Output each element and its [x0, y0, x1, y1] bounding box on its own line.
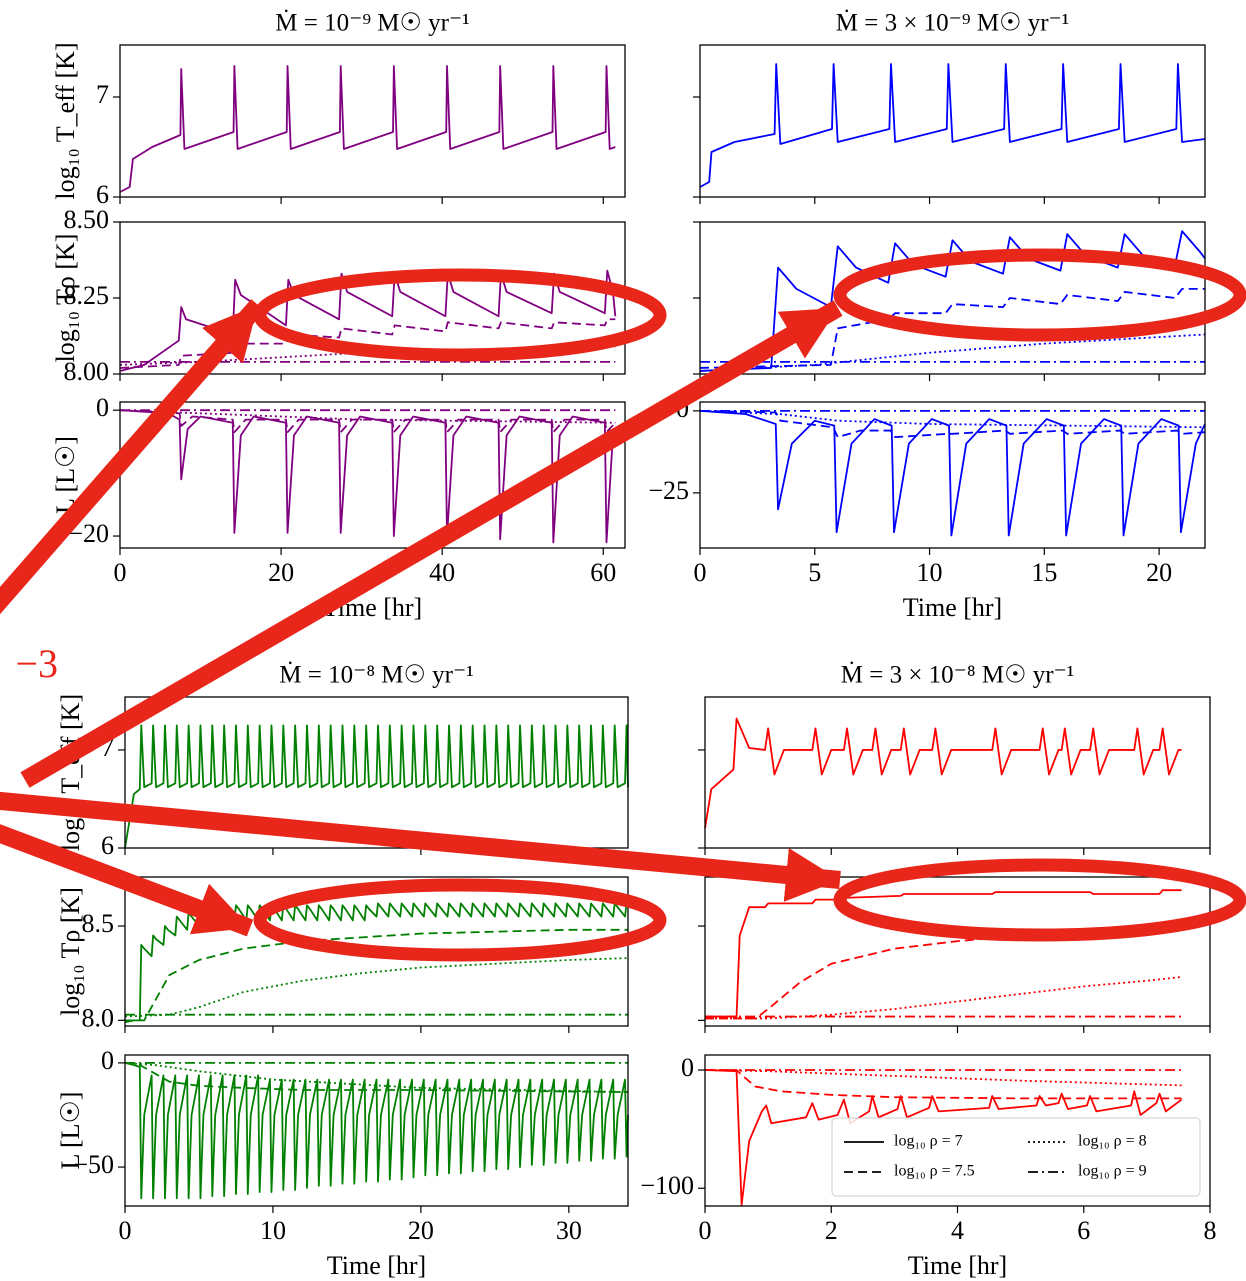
x-axis-label: Time [hr]	[327, 1251, 426, 1280]
annotation-text: −3	[15, 641, 58, 686]
y-tick-label: 8.50	[64, 205, 110, 234]
data-line	[119, 409, 616, 434]
y-axis-label: log₁₀ T_eff [K]	[51, 42, 80, 199]
data-line	[119, 345, 616, 366]
y-tick-label: 8.0	[82, 1003, 115, 1032]
chart-title: Ṁ = 3 × 10⁻⁹ M☉ yr⁻¹	[836, 10, 1070, 37]
x-tick-label: 20	[1146, 558, 1172, 587]
x-tick-label: 40	[429, 558, 455, 587]
arrow	[0, 824, 254, 937]
y-axis-label: L [L☉]	[56, 1092, 85, 1170]
data-line	[704, 1069, 1182, 1087]
data-line	[699, 333, 1206, 372]
x-tick-label: 30	[556, 1216, 582, 1245]
x-tick-label: 0	[699, 1216, 712, 1245]
legend-box	[831, 1117, 1201, 1197]
x-tick-label: 60	[590, 558, 616, 587]
x-tick-label: 0	[114, 558, 127, 587]
x-axis-label: Time [hr]	[903, 593, 1002, 622]
axes-frame	[124, 876, 629, 1027]
legend-label: log₁₀ ρ = 9	[1078, 1163, 1147, 1180]
axes-frame	[699, 44, 1206, 198]
x-tick-label: 10	[917, 558, 943, 587]
x-tick-label: 2	[825, 1216, 838, 1245]
x-tick-label: 8	[1204, 1216, 1217, 1245]
data-line	[699, 409, 1206, 439]
chart-title: Ṁ = 10⁻⁹ M☉ yr⁻¹	[275, 10, 469, 37]
data-line	[705, 889, 1182, 1018]
axes-frame	[124, 696, 629, 849]
arrow	[0, 299, 265, 615]
highlight-ellipse	[253, 878, 667, 962]
highlight-ellipse	[833, 248, 1246, 342]
data-line	[119, 409, 617, 544]
y-tick-label: 7	[96, 80, 109, 109]
y-tick-label: 6	[96, 180, 109, 209]
chart-title: Ṁ = 3 × 10⁻⁸ M☉ yr⁻¹	[841, 662, 1075, 689]
axes-frame	[704, 696, 1211, 849]
y-tick-label: 0	[681, 1053, 694, 1082]
y-tick-label: −100	[640, 1171, 694, 1200]
data-line	[705, 976, 1182, 1020]
data-line	[699, 63, 1206, 188]
data-line	[699, 230, 1206, 372]
data-line	[704, 1069, 1183, 1206]
arrow	[0, 791, 841, 902]
data-line	[705, 927, 1182, 1020]
annotations: −3	[0, 248, 1246, 962]
x-tick-label: 0	[694, 558, 707, 587]
highlight-ellipse	[833, 858, 1246, 942]
x-tick-label: 0	[119, 1216, 132, 1245]
data-line	[704, 717, 1182, 829]
y-tick-label: −25	[648, 476, 689, 505]
axes-frame	[699, 401, 1206, 549]
x-tick-label: 20	[268, 558, 294, 587]
data-line	[119, 318, 616, 369]
x-axis-label: Time [hr]	[908, 1251, 1007, 1280]
data-line	[699, 409, 1206, 537]
y-tick-label: 0	[96, 393, 109, 422]
data-line	[699, 409, 1206, 429]
y-axis-label: log₁₀ Tρ [K]	[56, 887, 85, 1016]
x-tick-label: 4	[951, 1216, 964, 1245]
legend-label: log₁₀ ρ = 7.5	[894, 1163, 975, 1180]
data-line	[125, 928, 628, 1022]
y-tick-label: −50	[73, 1150, 114, 1179]
x-tick-label: 20	[408, 1216, 434, 1245]
x-tick-label: 6	[1077, 1216, 1090, 1245]
data-line	[119, 65, 616, 193]
legend-label: log₁₀ ρ = 8	[1078, 1133, 1147, 1150]
x-tick-label: 5	[808, 558, 821, 587]
y-tick-label: 8.00	[64, 357, 110, 386]
y-tick-label: 6	[101, 831, 114, 860]
arrow	[20, 300, 843, 788]
x-tick-label: 10	[260, 1216, 286, 1245]
data-line	[124, 1062, 629, 1093]
chart-title: Ṁ = 10⁻⁸ M☉ yr⁻¹	[279, 662, 473, 689]
axes-frame	[124, 1054, 629, 1207]
data-line	[124, 724, 629, 849]
y-tick-label: 8.25	[64, 281, 110, 310]
data-line	[124, 1062, 629, 1200]
legend-label: log₁₀ ρ = 7	[894, 1133, 963, 1150]
data-line	[705, 1069, 1182, 1100]
data-line	[124, 957, 629, 1018]
data-line	[124, 1062, 629, 1093]
y-tick-label: 0	[101, 1046, 114, 1075]
x-tick-label: 15	[1031, 558, 1057, 587]
axes-frame	[119, 44, 626, 198]
data-line	[124, 902, 629, 1024]
y-tick-label: 8.5	[82, 909, 115, 938]
y-axis-label: log₁₀ T_eff [K]	[56, 694, 85, 851]
highlight-ellipse	[253, 268, 667, 362]
axes-frame	[704, 876, 1211, 1027]
y-axis-label: log₁₀ Tρ [K]	[51, 234, 80, 363]
